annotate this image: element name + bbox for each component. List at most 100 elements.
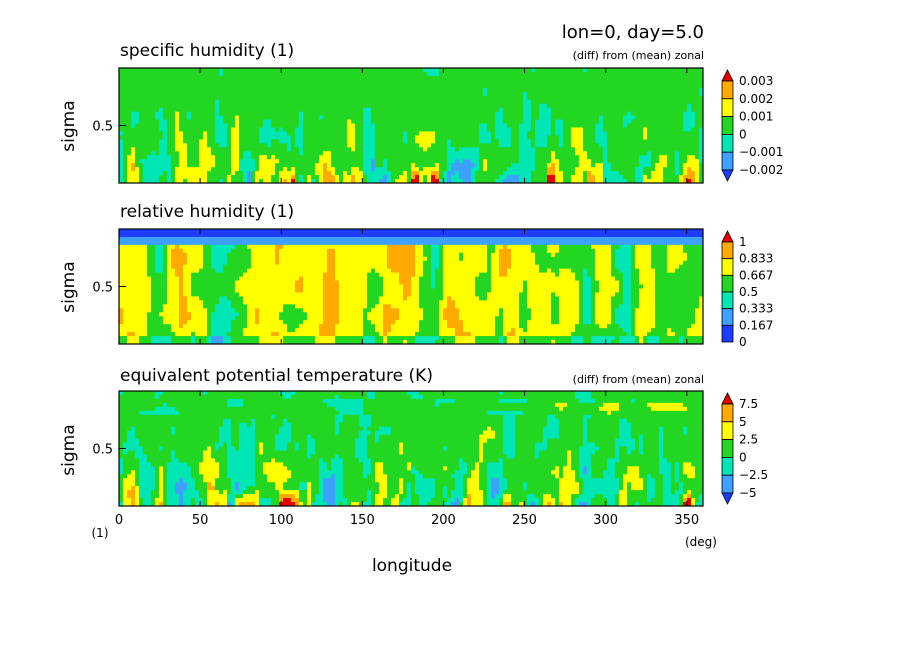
heatmap-cell: [299, 143, 304, 148]
heatmap-cell: [651, 155, 656, 160]
heatmap-cell: [331, 119, 336, 125]
heatmap-cell: [575, 103, 580, 109]
heatmap-cell: [475, 127, 480, 133]
heatmap-cell: [235, 139, 240, 144]
heatmap-cell: [307, 119, 312, 125]
heatmap-cell: [559, 123, 564, 129]
heatmap-cell: [179, 175, 184, 180]
heatmap-cell: [311, 147, 316, 152]
heatmap-cell: [203, 83, 208, 89]
heatmap-cell: [407, 91, 412, 97]
heatmap-cell: [603, 107, 608, 113]
heatmap-cell: [415, 167, 420, 172]
heatmap-cell: [443, 155, 448, 160]
heatmap-cell: [375, 79, 380, 85]
heatmap-cell: [131, 229, 136, 234]
heatmap-cell: [339, 91, 344, 97]
heatmap-cell: [535, 107, 540, 113]
heatmap-cell: [383, 159, 388, 164]
heatmap-cell: [187, 151, 192, 156]
heatmap-cell: [315, 171, 320, 176]
heatmap-cell: [427, 236, 432, 242]
heatmap-cell: [187, 103, 192, 109]
heatmap-cell: [127, 151, 132, 156]
heatmap-cell: [303, 127, 308, 133]
heatmap-cell: [203, 159, 208, 164]
heatmap-cell: [191, 87, 196, 93]
heatmap-cell: [367, 127, 372, 133]
heatmap-cell: [659, 147, 664, 152]
heatmap-cell: [155, 179, 160, 183]
heatmap-cell: [319, 240, 324, 246]
heatmap-cell: [127, 244, 132, 250]
heatmap-cell: [519, 179, 524, 183]
heatmap-cell: [155, 139, 160, 144]
heatmap-cell: [635, 151, 640, 156]
heatmap-cell: [691, 103, 696, 109]
heatmap-cell: [387, 119, 392, 125]
heatmap-cell: [183, 79, 188, 85]
heatmap-cell: [607, 167, 612, 172]
heatmap-cell: [547, 75, 552, 81]
heatmap-cell: [575, 83, 580, 89]
heatmap-cell: [555, 244, 560, 250]
heatmap-cell: [575, 155, 580, 160]
heatmap-cell: [451, 179, 456, 183]
heatmap-cell: [459, 127, 464, 133]
heatmap-cell: [555, 236, 560, 242]
heatmap-cell: [351, 151, 356, 156]
heatmap-cell: [587, 111, 592, 117]
heatmap-cell: [615, 119, 620, 125]
heatmap-cell: [131, 87, 136, 93]
heatmap-cell: [423, 127, 428, 133]
heatmap-cell: [303, 111, 308, 117]
heatmap-cell: [591, 115, 596, 121]
heatmap-cell: [123, 155, 128, 160]
heatmap-cell: [347, 79, 352, 85]
heatmap-cell: [219, 103, 224, 109]
heatmap-cell: [391, 111, 396, 117]
heatmap-cell: [347, 143, 352, 148]
heatmap-cell: [307, 68, 312, 73]
heatmap-cell: [235, 83, 240, 89]
heatmap-cell: [467, 163, 472, 168]
heatmap-cell: [527, 123, 532, 129]
heatmap-cell: [267, 99, 272, 105]
heatmap-cell: [151, 167, 156, 172]
heatmap-cell: [371, 68, 376, 73]
heatmap-cell: [391, 151, 396, 156]
heatmap-cell: [159, 131, 164, 137]
heatmap-cell: [575, 135, 580, 140]
heatmap-cell: [119, 87, 124, 93]
heatmap-cell: [307, 179, 312, 183]
heatmap-cell: [403, 131, 408, 137]
heatmap-cell: [247, 127, 252, 133]
heatmap-cell: [339, 123, 344, 129]
heatmap-cell: [339, 236, 344, 242]
heatmap-cell: [215, 139, 220, 144]
heatmap-cell: [315, 244, 320, 250]
heatmap-cell: [423, 171, 428, 176]
heatmap-cell: [647, 95, 652, 101]
heatmap-cell: [451, 83, 456, 89]
heatmap-cell: [187, 159, 192, 164]
heatmap-cell: [247, 131, 252, 137]
heatmap-cell: [451, 139, 456, 144]
heatmap-cell: [443, 95, 448, 101]
heatmap-cell: [239, 139, 244, 144]
heatmap-cell: [211, 244, 216, 250]
heatmap-cell: [139, 123, 144, 129]
heatmap-cell: [299, 163, 304, 168]
heatmap-cell: [639, 71, 644, 77]
heatmap-cell: [287, 151, 292, 156]
heatmap-cell: [631, 79, 636, 85]
heatmap-cell: [339, 167, 344, 172]
heatmap-cell: [575, 163, 580, 168]
heatmap-cell: [359, 240, 364, 246]
heatmap-cell: [651, 163, 656, 168]
heatmap-cell: [199, 147, 204, 152]
heatmap-cell: [443, 111, 448, 117]
y-axis-label: sigma: [59, 261, 79, 312]
heatmap-cell: [275, 68, 280, 73]
heatmap-cell: [583, 123, 588, 129]
